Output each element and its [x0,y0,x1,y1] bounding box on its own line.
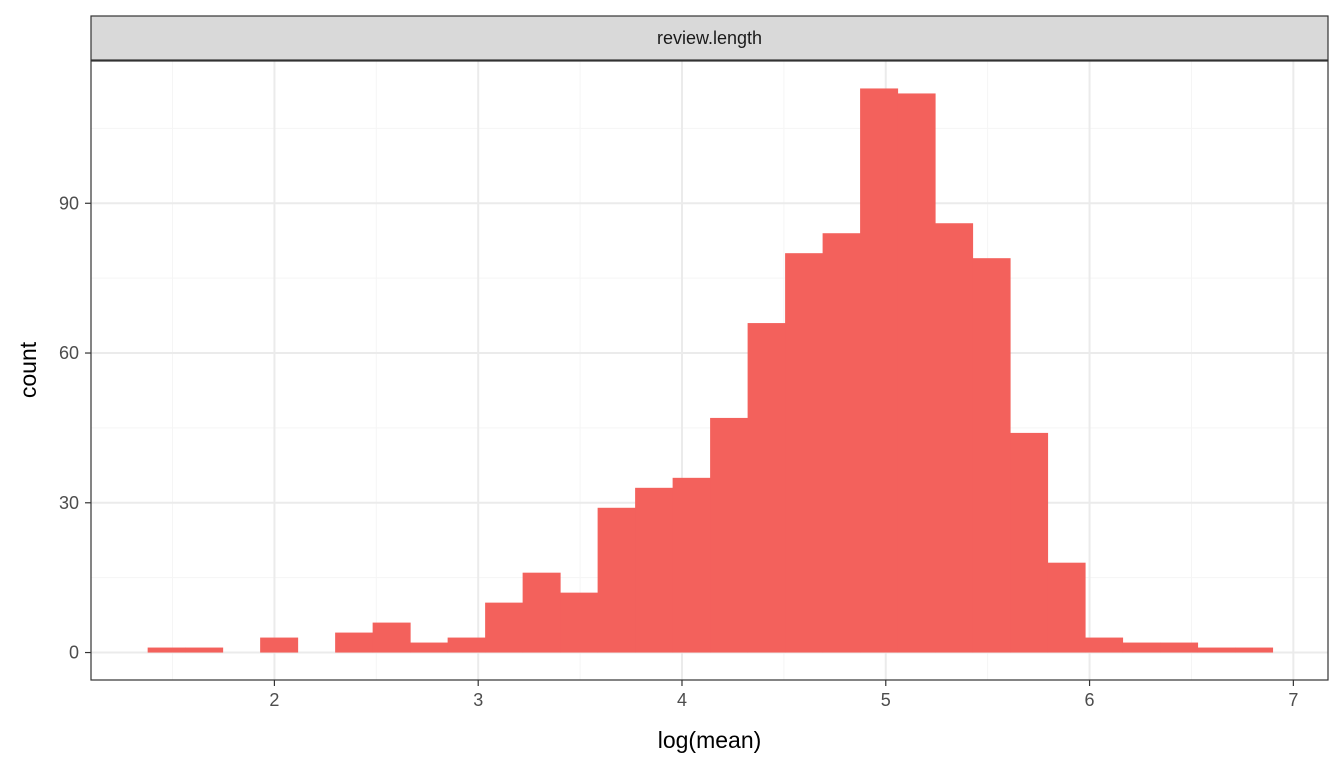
histogram-bar [897,93,936,653]
histogram-bar [672,477,711,653]
histogram-bar [560,592,599,653]
histogram-bar [1235,647,1274,653]
histogram-bar [522,572,561,653]
facet-strip: review.length [90,15,1329,61]
x-tick-label: 3 [473,690,483,710]
y-tick-label: 90 [59,193,79,213]
plot-panel [90,60,1329,681]
histogram-bar [1122,642,1161,653]
x-tick-label: 6 [1085,690,1095,710]
histogram-bar [1160,642,1199,653]
histogram-bar [935,223,974,653]
histogram-bar [1010,432,1049,653]
x-tick-label: 7 [1288,690,1298,710]
histogram-bar [635,487,674,653]
histogram-bar [410,642,449,653]
y-tick-label: 0 [69,643,79,663]
histogram-bar [972,258,1011,653]
y-tick-label: 30 [59,493,79,513]
histogram-bar [447,637,486,653]
histogram-bars [147,88,1274,653]
histogram-bar [860,88,899,653]
x-tick-label: 5 [881,690,891,710]
histogram-bar [785,253,824,653]
facet-strip-background [90,15,1329,61]
histogram-bar [710,417,749,653]
histogram-bar [485,602,524,653]
histogram-bar [185,647,224,653]
histogram-bar [1197,647,1236,653]
facet-strip-label: review.length [657,28,762,48]
histogram-bar [747,323,786,653]
panel-border [90,60,1329,681]
histogram-bar [260,637,299,653]
histogram-bar [1047,562,1086,653]
histogram-bar [335,632,374,653]
histogram-bar [1085,637,1124,653]
histogram-bar [147,647,186,653]
y-axis: 0 30 60 90 [59,193,91,663]
y-axis-title: count [15,341,41,398]
x-tick-label: 4 [677,690,687,710]
x-axis-title: log(mean) [658,727,762,753]
x-axis: 2 3 4 5 6 7 [269,680,1298,710]
x-tick-label: 2 [269,690,279,710]
histogram-bar [372,622,411,653]
histogram-bar [822,233,861,653]
histogram-bar [597,507,636,653]
y-tick-label: 60 [59,343,79,363]
